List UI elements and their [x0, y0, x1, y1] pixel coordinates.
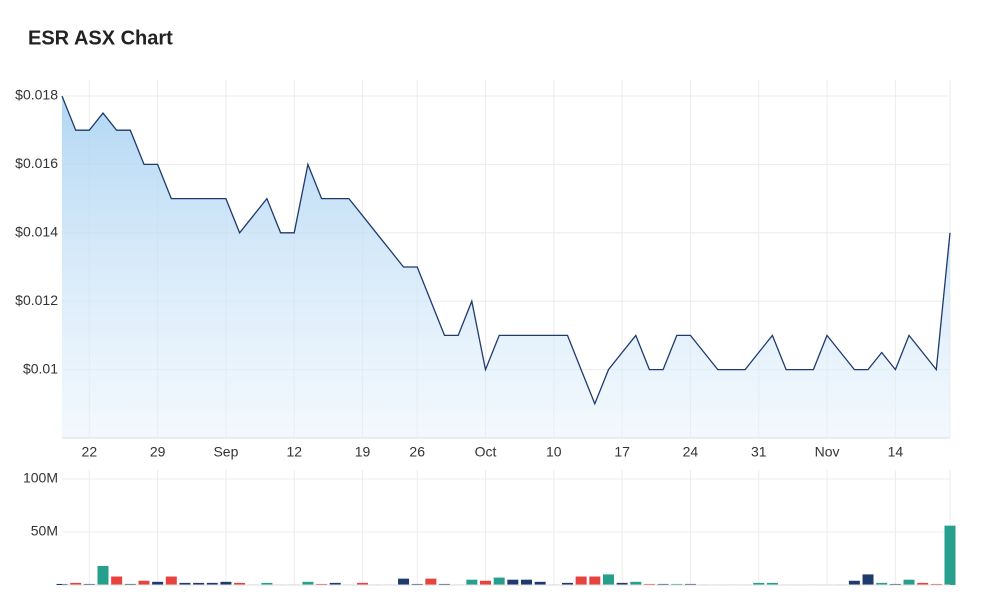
area-fill [62, 96, 950, 438]
y-tick-label: 50M [31, 523, 58, 539]
x-tick-label: 24 [683, 444, 699, 460]
volume-bar [630, 581, 642, 585]
volume-bar [83, 583, 95, 585]
y-tick-label: $0.016 [15, 155, 58, 171]
volume-bar [329, 582, 341, 585]
volume-bar [466, 579, 478, 585]
volume-bar [206, 582, 218, 585]
volume-bar [179, 582, 191, 585]
y-tick-label: $0.018 [15, 87, 58, 103]
x-tick-label: 12 [286, 444, 302, 460]
volume-bar [520, 579, 532, 585]
volume-bar [862, 574, 874, 585]
volume-bar [165, 576, 177, 585]
x-tick-label: Sep [213, 444, 238, 460]
x-tick-label: 29 [150, 444, 166, 460]
price-line [61, 95, 951, 406]
volume-bar [316, 583, 328, 585]
volume-bar [643, 583, 655, 585]
volume-bar [411, 583, 423, 585]
volume-bar [97, 565, 109, 585]
y-tick-label: $0.01 [23, 360, 58, 376]
volume-bar [684, 583, 696, 585]
y-tick-label: 100M [23, 470, 58, 486]
volume-bar [616, 582, 628, 585]
volume-bar [507, 579, 519, 585]
x-tick-label: 14 [888, 444, 904, 460]
volume-bar [261, 582, 273, 585]
volume-bar [302, 581, 314, 585]
volume-bar [56, 583, 68, 585]
volume-bar [439, 583, 451, 585]
volume-bar [357, 582, 369, 585]
volume-bar [917, 582, 929, 585]
x-tick-label: Nov [815, 444, 840, 460]
volume-bar [534, 581, 546, 585]
x-tick-label: 26 [409, 444, 425, 460]
volume-bar [193, 582, 205, 585]
volume-bar [138, 580, 150, 585]
volume-bar [671, 583, 683, 585]
volume-bar [561, 582, 573, 585]
volume-bar [753, 582, 765, 585]
volume-bar [220, 581, 232, 585]
volume-bar [480, 580, 492, 585]
x-tick-label: 31 [751, 444, 767, 460]
volume-bar [930, 583, 942, 585]
volume-bar [766, 582, 778, 585]
volume-bar [124, 583, 136, 585]
volume-bar [657, 583, 669, 585]
x-tick-label: 19 [355, 444, 371, 460]
volume-bar [425, 578, 437, 585]
y-tick-label: $0.014 [15, 224, 58, 240]
volume-bar [234, 582, 246, 585]
chart-title: ESR ASX Chart [28, 27, 173, 49]
volume-bar [589, 576, 601, 585]
x-tick-label: 10 [546, 444, 562, 460]
x-tick-label: 22 [82, 444, 98, 460]
volume-bar [903, 579, 915, 585]
y-tick-label: $0.012 [15, 292, 58, 308]
volume-bar [944, 525, 956, 585]
x-tick-label: Oct [475, 444, 497, 460]
volume-bar [889, 583, 901, 585]
volume-bar [70, 582, 82, 585]
volume-bar [152, 581, 164, 585]
volume-bar [493, 577, 505, 585]
volume-bar [575, 576, 587, 585]
volume-bar [848, 580, 860, 585]
volume-bar [602, 574, 614, 585]
volume-bar [398, 578, 410, 585]
x-tick-label: 17 [614, 444, 630, 460]
volume-bar [111, 576, 123, 585]
volume-bar [876, 582, 888, 585]
